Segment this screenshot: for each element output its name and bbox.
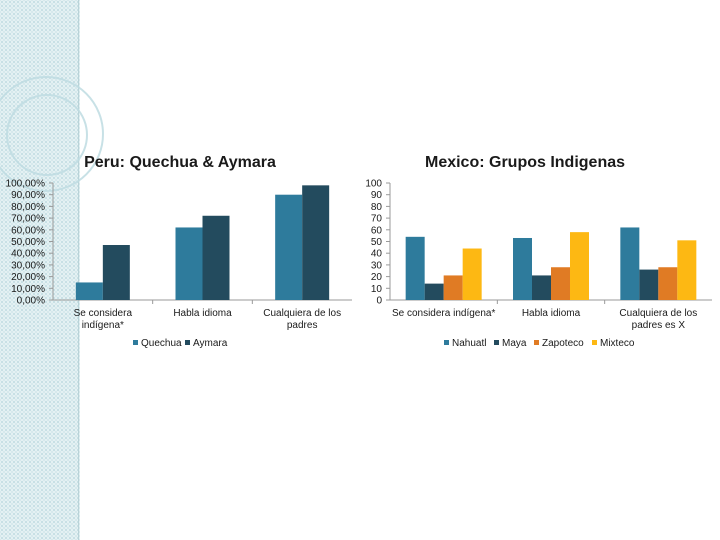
mexico-bar-maya-0: [424, 283, 444, 300]
peru-y-tick-label: 40,00%: [11, 249, 45, 260]
mexico-bar-maya-2: [639, 269, 659, 300]
peru-y-tick-label: 50,00%: [11, 237, 45, 248]
peru-x-category-label: Cualquiera de los padres: [263, 308, 341, 331]
mexico-legend-swatch-nahuatl: [444, 340, 449, 345]
peru-y-tick-label: 0,00%: [17, 296, 45, 307]
mexico-y-tick-label: 80: [371, 202, 383, 213]
peru-bar-quechua-0: [75, 282, 103, 300]
mexico-legend-swatch-mixteco: [592, 340, 597, 345]
mexico-bar-nahuatl-2: [620, 227, 640, 300]
mexico-legend-label-nahuatl: Nahuatl: [452, 338, 486, 349]
peru-legend-swatch-quechua: [133, 340, 138, 345]
mexico-y-tick-label: 60: [371, 225, 383, 236]
mexico-bar-mixteco-1: [570, 232, 589, 300]
mexico-y-tick-label: 40: [371, 249, 383, 260]
decorative-circle-large: [0, 76, 104, 192]
mexico-legend-swatch-zapoteco: [534, 340, 539, 345]
mexico-y-tick-label: 20: [371, 272, 383, 283]
peru-y-tick-label: 90,00%: [11, 190, 45, 201]
mexico-bar-zapoteco-1: [551, 267, 570, 300]
mexico-y-tick-label: 100: [365, 179, 382, 190]
mexico-chart: Mexico: Grupos Indigenas 010203040506070…: [365, 154, 712, 349]
peru-y-tick-label: 100,00%: [6, 179, 46, 190]
peru-legend-label-aymara: Aymara: [193, 338, 228, 349]
mexico-y-tick-label: 70: [371, 214, 383, 225]
peru-bar-aymara-0: [102, 245, 130, 300]
mexico-bar-nahuatl-0: [405, 236, 425, 300]
peru-y-tick-label: 70,00%: [11, 214, 45, 225]
mexico-x-category-label: Habla idioma: [522, 308, 581, 319]
mexico-legend-label-maya: Maya: [502, 338, 527, 349]
mexico-bar-maya-1: [532, 275, 551, 300]
peru-y-tick-label: 30,00%: [11, 260, 45, 271]
peru-legend-swatch-aymara: [185, 340, 190, 345]
mexico-legend-label-zapoteco: Zapoteco: [542, 338, 584, 349]
mexico-y-tick-label: 90: [371, 190, 383, 201]
peru-y-tick-label: 80,00%: [11, 202, 45, 213]
mexico-legend-label-mixteco: Mixteco: [600, 338, 635, 349]
peru-chart: Peru: Quechua & Aymara 0,00%10,00%20,00%…: [6, 154, 352, 349]
peru-bar-aymara-1: [202, 215, 230, 300]
mexico-bar-mixteco-0: [462, 248, 482, 300]
mexico-bar-nahuatl-1: [513, 237, 532, 300]
mexico-bar-mixteco-2: [677, 240, 697, 300]
mexico-bar-zapoteco-0: [443, 275, 463, 300]
peru-x-category-label: Se considera indígena*: [74, 308, 133, 331]
peru-bar-quechua-2: [275, 194, 303, 300]
decorative-circle-small: [6, 94, 88, 176]
peru-legend-label-quechua: Quechua: [141, 338, 182, 349]
mexico-x-category-label: Cualquiera de los padres es X: [619, 308, 697, 331]
mexico-x-category-label: Se considera indígena*: [392, 308, 496, 319]
peru-y-tick-label: 60,00%: [11, 225, 45, 236]
peru-chart-title: Peru: Quechua & Aymara: [84, 154, 276, 171]
mexico-legend-swatch-maya: [494, 340, 499, 345]
peru-bar-aymara-2: [302, 185, 330, 300]
peru-bar-quechua-1: [175, 227, 203, 300]
mexico-y-tick-label: 30: [371, 260, 383, 271]
mexico-y-tick-label: 50: [371, 237, 383, 248]
mexico-y-tick-label: 10: [371, 284, 383, 295]
peru-x-category-label: Habla idioma: [173, 308, 232, 319]
peru-y-tick-label: 20,00%: [11, 272, 45, 283]
mexico-y-tick-label: 0: [376, 296, 382, 307]
peru-y-tick-label: 10,00%: [11, 284, 45, 295]
mexico-chart-title: Mexico: Grupos Indigenas: [425, 154, 625, 171]
mexico-bar-zapoteco-2: [658, 267, 678, 300]
